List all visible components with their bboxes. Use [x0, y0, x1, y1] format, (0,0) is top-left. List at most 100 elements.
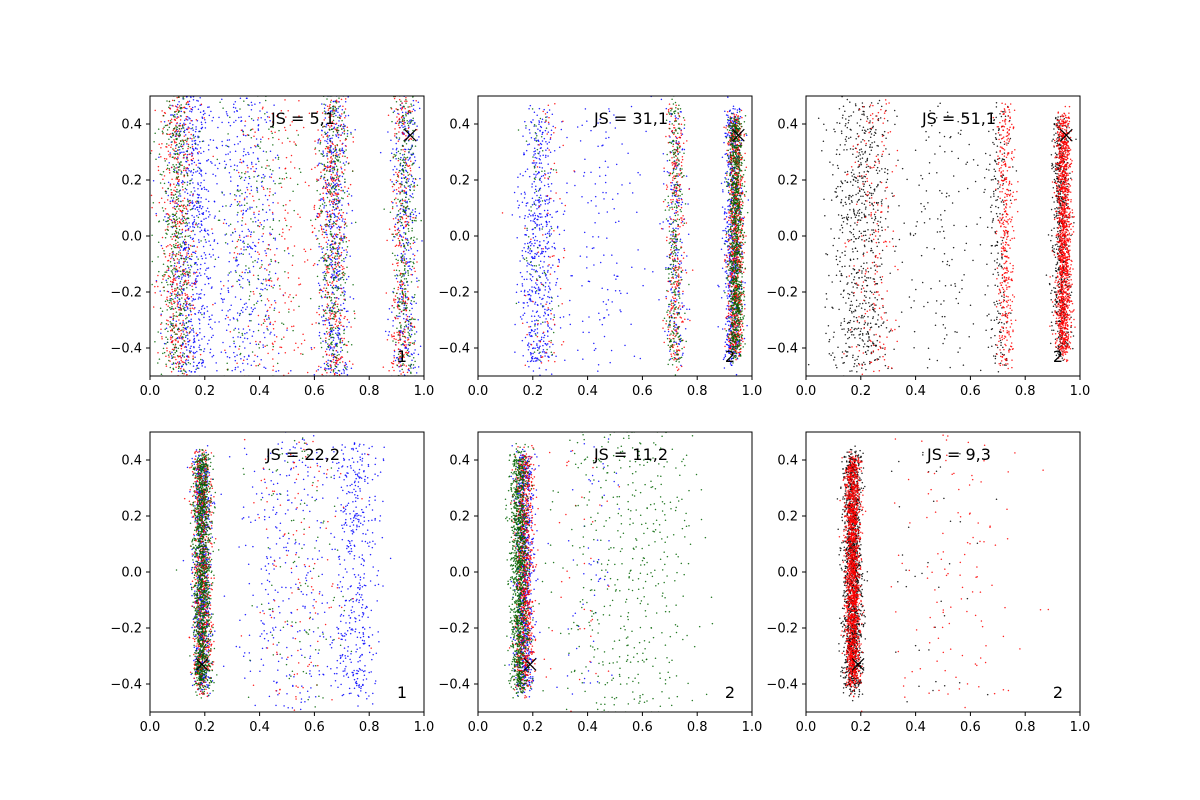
point — [213, 240, 215, 242]
point — [290, 161, 292, 163]
point — [405, 238, 407, 241]
point — [411, 193, 414, 195]
point — [184, 336, 187, 338]
point — [414, 208, 417, 210]
point — [231, 231, 234, 234]
point — [186, 137, 189, 140]
point — [328, 344, 331, 346]
point — [237, 211, 239, 214]
point — [538, 346, 540, 349]
point — [333, 177, 335, 179]
point — [164, 328, 166, 330]
point — [186, 204, 189, 206]
point — [174, 150, 176, 153]
point — [174, 156, 176, 159]
point — [399, 164, 402, 167]
point — [320, 346, 323, 349]
point — [328, 331, 330, 334]
point — [408, 334, 411, 337]
point — [395, 217, 397, 219]
point — [327, 254, 329, 257]
point — [186, 217, 189, 219]
point — [200, 274, 202, 277]
point — [165, 245, 168, 248]
point — [170, 330, 172, 332]
point — [172, 257, 175, 260]
point — [204, 127, 207, 129]
point — [224, 234, 226, 236]
point — [324, 289, 327, 292]
point — [346, 318, 349, 321]
point — [223, 160, 226, 163]
point — [399, 158, 402, 161]
point — [172, 269, 174, 271]
point — [297, 346, 299, 349]
point — [181, 209, 184, 212]
point — [345, 149, 347, 151]
point — [321, 153, 324, 156]
point — [180, 233, 183, 235]
point — [405, 258, 408, 260]
point — [540, 197, 542, 199]
point — [164, 256, 167, 258]
point — [406, 220, 408, 223]
point — [321, 305, 323, 307]
point — [333, 293, 335, 296]
point — [163, 126, 165, 129]
point — [182, 338, 184, 340]
point — [193, 226, 196, 229]
point — [221, 309, 223, 311]
point — [327, 182, 330, 184]
point — [257, 274, 259, 277]
point — [339, 340, 341, 342]
point — [269, 321, 272, 324]
point — [209, 351, 211, 354]
point — [334, 106, 337, 109]
point — [411, 318, 413, 320]
point — [166, 281, 168, 283]
point — [167, 181, 170, 184]
point — [399, 298, 401, 300]
point — [327, 146, 329, 148]
point — [340, 216, 343, 219]
point — [517, 186, 519, 188]
point — [539, 155, 542, 157]
point — [171, 271, 173, 273]
point — [209, 244, 212, 246]
point — [177, 111, 180, 113]
point — [221, 121, 223, 124]
point — [339, 148, 341, 150]
point — [170, 144, 173, 146]
point — [395, 269, 398, 271]
point — [275, 336, 278, 338]
point — [191, 163, 193, 165]
point — [320, 162, 322, 165]
point — [411, 265, 414, 268]
point — [336, 247, 339, 249]
point — [168, 144, 170, 146]
point — [401, 255, 404, 258]
point — [170, 324, 173, 327]
point — [169, 283, 172, 286]
point — [402, 210, 404, 213]
point — [247, 134, 250, 136]
point — [164, 229, 167, 231]
point — [158, 201, 161, 204]
point — [271, 112, 274, 115]
point — [329, 347, 332, 349]
point — [342, 123, 345, 126]
point — [318, 289, 321, 291]
point — [400, 373, 402, 375]
point — [416, 128, 418, 131]
point — [342, 162, 345, 164]
point — [400, 310, 403, 313]
point — [326, 188, 329, 191]
point — [254, 145, 256, 147]
point — [403, 275, 405, 277]
point — [404, 100, 406, 102]
point — [217, 167, 219, 170]
point — [315, 234, 317, 237]
point — [158, 143, 160, 145]
point — [336, 345, 338, 348]
point — [233, 329, 235, 331]
